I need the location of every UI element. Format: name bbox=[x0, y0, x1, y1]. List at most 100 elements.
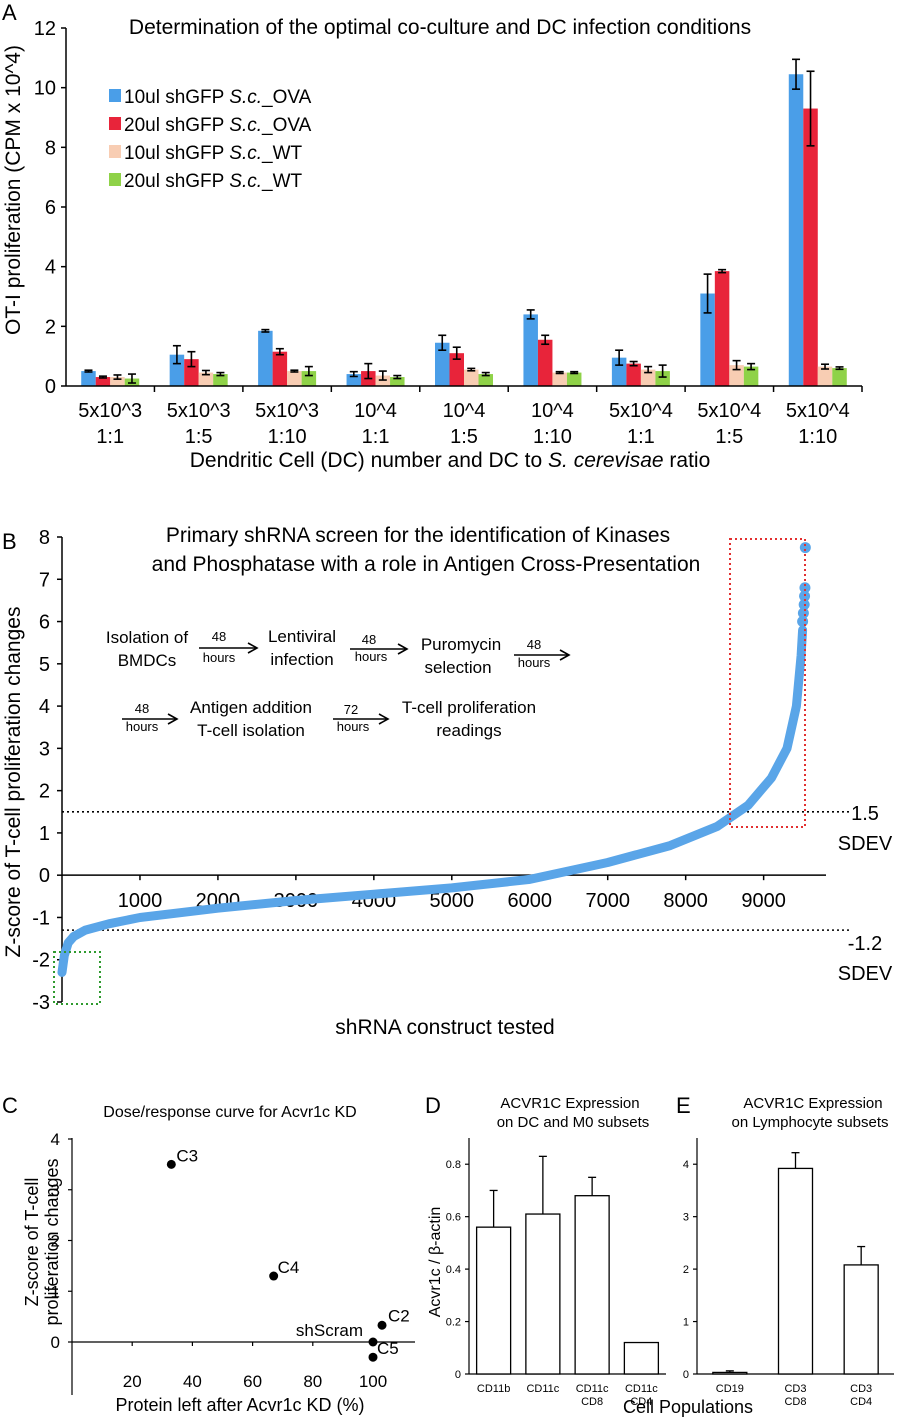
panel-c: C Dose/response curve for Acvr1c KD Z-sc… bbox=[2, 1093, 415, 1415]
panel-b-ylabel: Z-score of T-cell proliferation changes bbox=[2, 607, 25, 958]
panel-a-legend-text: S.c. bbox=[229, 115, 262, 136]
panel-a-bar bbox=[198, 372, 214, 386]
panel-a-y-tick-label: 4 bbox=[45, 257, 56, 279]
panel-a-legend-text: _OVA bbox=[261, 115, 312, 136]
panel-a-x-tick-label: 5x10^4 bbox=[697, 400, 761, 422]
workflow-arrow1-time: 48 bbox=[212, 629, 226, 644]
panel-a-y-tick-label: 10 bbox=[34, 78, 56, 100]
panel-a-x-tick-label: 5x10^3 bbox=[167, 400, 231, 422]
panel-b-letter: B bbox=[2, 529, 17, 554]
panel-a-x-tick-label: 1:1 bbox=[362, 426, 390, 448]
workflow-step1-line2: BMDCs bbox=[118, 651, 177, 670]
workflow-arrow5-unit: hours bbox=[337, 719, 370, 734]
panel-a-bar bbox=[803, 108, 818, 387]
panel-a-legend-text: _OVA bbox=[261, 87, 312, 108]
panel-a-bar bbox=[714, 271, 730, 386]
panel-c-y-tick-label: 0 bbox=[51, 1333, 60, 1352]
panel-a-letter: A bbox=[2, 0, 17, 25]
panel-d-y-tick-label: 0 bbox=[455, 1369, 461, 1381]
panel-e-bar bbox=[777, 1167, 814, 1375]
panel-a-bar bbox=[435, 342, 450, 386]
panel-b-x-tick-label: 9000 bbox=[741, 890, 786, 912]
panel-d-letter: D bbox=[425, 1093, 441, 1118]
panel-c-y-tick-label: 2 bbox=[51, 1232, 60, 1251]
panel-a-bar bbox=[640, 369, 656, 386]
panel-a-legend-entry: 10ul shGFP S.c._OVA bbox=[124, 87, 312, 108]
panel-a-legend-swatch bbox=[109, 117, 121, 130]
panel-b-x-tick-label: 5000 bbox=[430, 890, 475, 912]
panel-a-x-tick-label: 5x10^4 bbox=[786, 400, 850, 422]
panel-a-x-tick-label: 1:10 bbox=[268, 426, 307, 448]
panel-b-data-point bbox=[799, 582, 811, 594]
panel-a-legend-entry: 20ul shGFP S.c._OVA bbox=[124, 115, 312, 136]
panel-c-y-tick-label: 1 bbox=[51, 1282, 60, 1301]
panel-a-x-tick-label: 10^4 bbox=[443, 400, 486, 422]
panel-a-x-tick-label: 5x10^3 bbox=[255, 400, 319, 422]
panel-d-bar bbox=[623, 1341, 660, 1375]
panel-e-y-tick-label: 1 bbox=[683, 1317, 689, 1329]
panel-c-point-label: C5 bbox=[377, 1339, 399, 1358]
panel-e-letter: E bbox=[676, 1093, 691, 1118]
panel-e-bar bbox=[712, 1371, 748, 1375]
panel-c-points: C3 C4 C2 shScram C5 bbox=[166, 1146, 410, 1362]
workflow-arrow5-time: 72 bbox=[344, 702, 358, 717]
panel-a-bar bbox=[566, 372, 582, 386]
panel-d: D ACVR1C Expression on DC and M0 subsets… bbox=[425, 1093, 666, 1408]
workflow-step5-line1: T-cell proliferation bbox=[402, 698, 536, 717]
panel-c-x-tick-label: 40 bbox=[183, 1372, 202, 1391]
panel-a-bar bbox=[832, 368, 847, 386]
panel-e-x-tick-label: CD3 bbox=[850, 1383, 872, 1395]
panel-c-title: Dose/response curve for Acvr1c KD bbox=[103, 1104, 356, 1121]
panel-a-x-tick-label: 1:1 bbox=[96, 426, 124, 448]
panel-c-ylabel-line2: proliferation changes bbox=[42, 1158, 62, 1325]
panel-b-y-tick-label: -2 bbox=[32, 950, 50, 972]
panel-a-x-tick-label: 1:1 bbox=[627, 426, 655, 448]
panel-e-y-tick-label: 3 bbox=[683, 1212, 689, 1224]
panel-c-x-tick-label: 80 bbox=[303, 1372, 322, 1391]
panel-d-x-tick-label: CD11b bbox=[477, 1383, 510, 1395]
panel-a-x-tick-label: 10^4 bbox=[531, 400, 574, 422]
panel-e-y-tick-label: 0 bbox=[683, 1369, 689, 1381]
panel-c-ylabel-line1: Z-score of T-cell bbox=[22, 1178, 42, 1307]
panel-d-y-tick-label: 0.2 bbox=[446, 1317, 461, 1329]
panel-a-y-tick-label: 6 bbox=[45, 197, 56, 219]
panel-b-title-line2: and Phosphatase with a role in Antigen C… bbox=[152, 553, 701, 576]
panel-b-upper-threshold-unit: SDEV bbox=[838, 833, 893, 855]
workflow-arrow3-head bbox=[559, 649, 571, 661]
panel-e-y-tick-label: 2 bbox=[683, 1264, 689, 1276]
panel-a-ylabel: OT-I proliferation (CPM x 10^4) bbox=[2, 45, 25, 335]
panel-b-y-tick-label: 3 bbox=[39, 738, 50, 760]
panel-e-bar bbox=[843, 1264, 879, 1375]
panel-a-xlabel: Dendritic Cell (DC) number and DC to S. … bbox=[190, 449, 711, 472]
panel-c-axes: 0 1 2 3 4 20 40 60 80 100 bbox=[51, 1130, 415, 1395]
panel-c-point-label: C4 bbox=[278, 1258, 300, 1277]
workflow-arrow4-head bbox=[167, 713, 179, 725]
panel-e-x-tick-label: CD3 bbox=[784, 1383, 806, 1395]
panel-a-x-tick-label: 1:10 bbox=[533, 426, 572, 448]
panel-e-x-tick-label: CD8 bbox=[784, 1396, 806, 1408]
panel-b-ranked-scores-curve bbox=[57, 625, 808, 977]
panel-a-bar bbox=[478, 374, 493, 386]
workflow-step1-line1: Isolation of bbox=[106, 628, 188, 647]
panel-c-x-tick-label: 100 bbox=[359, 1372, 387, 1391]
workflow-step2-line2: infection bbox=[270, 650, 333, 669]
panel-b-lower-threshold-value: -1.2 bbox=[848, 933, 882, 955]
panel-a-legend-swatch bbox=[109, 173, 121, 186]
panel-a-x-tick-label: 1:10 bbox=[798, 426, 837, 448]
panel-d-x-tick-label: CD8 bbox=[581, 1396, 603, 1408]
panel-a-legend-text: _WT bbox=[261, 171, 303, 192]
panel-a-legend-entry: 20ul shGFP S.c._WT bbox=[124, 171, 303, 192]
panel-b-y-tick-label: 7 bbox=[39, 569, 50, 591]
panel-b-y-tick-label: 2 bbox=[39, 781, 50, 803]
panel-b-y-tick-label: -3 bbox=[32, 992, 50, 1014]
panel-c-x-tick-label: 20 bbox=[123, 1372, 142, 1391]
workflow-arrow4-unit: hours bbox=[126, 719, 159, 734]
panel-d-title-line1: ACVR1C Expression bbox=[500, 1095, 639, 1112]
panel-b-title-line1: Primary shRNA screen for the identificat… bbox=[166, 524, 670, 547]
panel-a-legend-text: S.c. bbox=[229, 171, 262, 192]
panel-a-bars bbox=[81, 58, 847, 387]
panel-a-bar bbox=[81, 371, 96, 386]
